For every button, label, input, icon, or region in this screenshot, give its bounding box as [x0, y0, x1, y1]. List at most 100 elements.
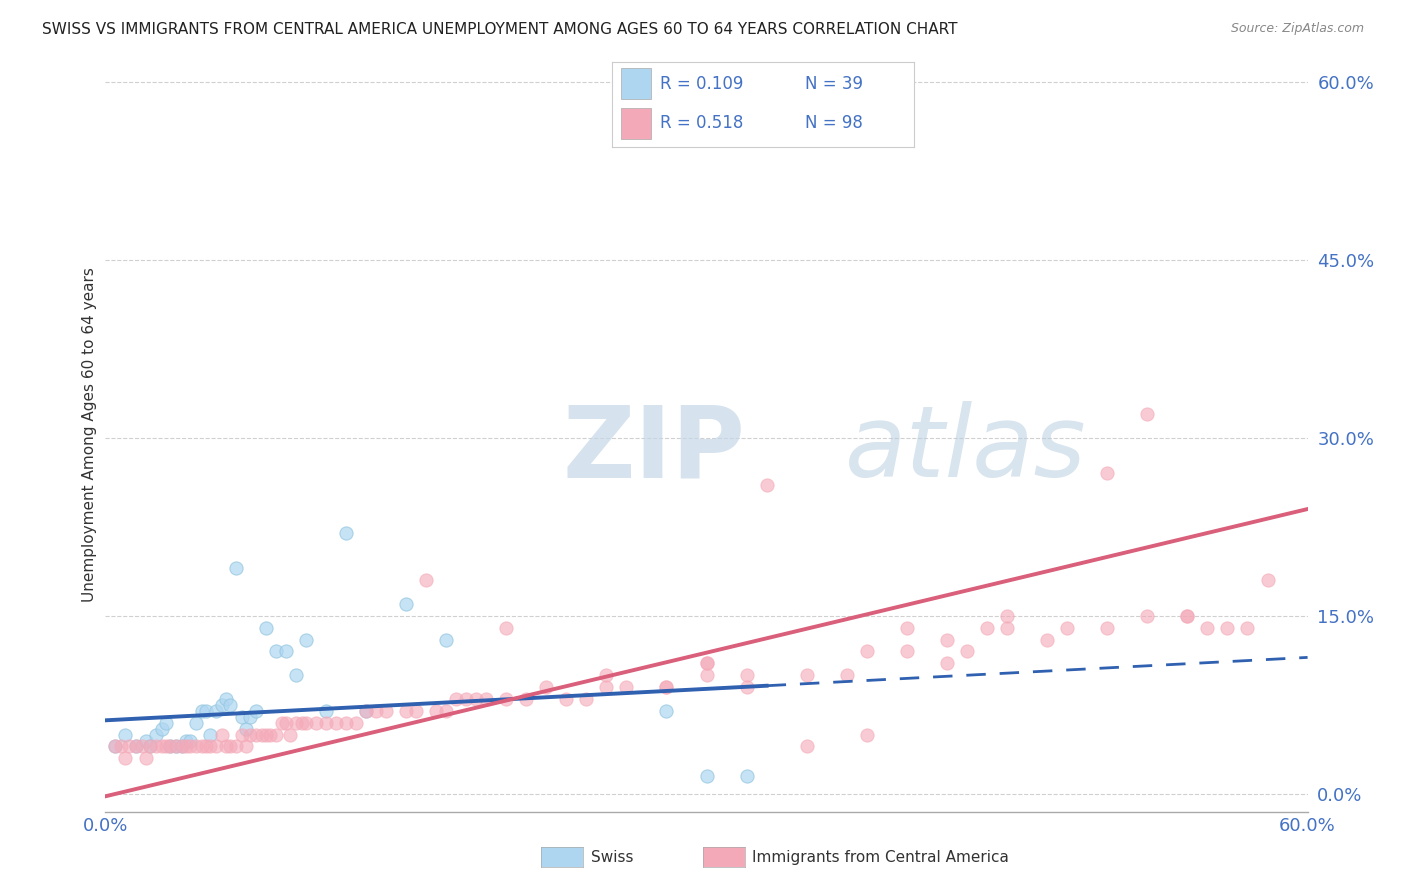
Point — [159, 739, 181, 754]
Point — [325, 715, 347, 730]
Point — [1236, 621, 1258, 635]
Point — [855, 644, 877, 658]
Point — [218, 698, 240, 712]
Point — [534, 680, 557, 694]
Point — [755, 478, 778, 492]
Point — [155, 715, 177, 730]
Point — [194, 739, 217, 754]
Point — [595, 668, 617, 682]
Point — [198, 739, 221, 754]
Point — [264, 728, 287, 742]
Point — [239, 710, 262, 724]
Point — [344, 715, 367, 730]
Point — [395, 704, 418, 718]
Point — [475, 692, 498, 706]
Point — [354, 704, 377, 718]
Point — [218, 739, 240, 754]
Point — [354, 704, 377, 718]
Point — [295, 632, 318, 647]
Point — [264, 644, 287, 658]
Point — [495, 621, 517, 635]
Point — [254, 621, 277, 635]
Point — [1036, 632, 1059, 647]
Point — [135, 751, 157, 765]
Point — [184, 739, 207, 754]
Point — [165, 739, 187, 754]
Point — [135, 733, 157, 747]
Point — [118, 739, 141, 754]
Point — [796, 668, 818, 682]
Point — [1056, 621, 1078, 635]
Text: SWISS VS IMMIGRANTS FROM CENTRAL AMERICA UNEMPLOYMENT AMONG AGES 60 TO 64 YEARS : SWISS VS IMMIGRANTS FROM CENTRAL AMERICA… — [42, 22, 957, 37]
Point — [616, 680, 638, 694]
Point — [1197, 621, 1219, 635]
Point — [415, 574, 437, 588]
Point — [335, 525, 357, 540]
Point — [214, 739, 236, 754]
Point — [595, 680, 617, 694]
Point — [225, 561, 247, 575]
Point — [179, 739, 201, 754]
Point — [495, 692, 517, 706]
Text: R = 0.518: R = 0.518 — [659, 114, 744, 132]
Point — [270, 715, 292, 730]
Point — [1177, 608, 1199, 623]
Point — [170, 739, 193, 754]
Point — [465, 692, 488, 706]
Point — [855, 728, 877, 742]
Text: R = 0.109: R = 0.109 — [659, 75, 744, 93]
Point — [696, 657, 718, 671]
Point — [284, 715, 307, 730]
Point — [735, 769, 758, 783]
Text: Immigrants from Central America: Immigrants from Central America — [752, 850, 1010, 864]
Point — [114, 728, 136, 742]
Point — [165, 739, 187, 754]
Point — [174, 733, 197, 747]
Point — [896, 644, 918, 658]
Point — [104, 739, 127, 754]
Point — [1177, 608, 1199, 623]
Point — [995, 608, 1018, 623]
Point — [235, 722, 257, 736]
Point — [124, 739, 146, 754]
Point — [315, 704, 337, 718]
Point — [434, 704, 457, 718]
Point — [434, 632, 457, 647]
Point — [184, 715, 207, 730]
Text: N = 39: N = 39 — [806, 75, 863, 93]
Point — [138, 739, 160, 754]
Point — [995, 621, 1018, 635]
Point — [131, 739, 153, 754]
Point — [1097, 621, 1119, 635]
Point — [1257, 574, 1279, 588]
Point — [295, 715, 318, 730]
Point — [555, 692, 578, 706]
Text: Source: ZipAtlas.com: Source: ZipAtlas.com — [1230, 22, 1364, 36]
Point — [655, 680, 678, 694]
Point — [214, 692, 236, 706]
Point — [274, 715, 297, 730]
Point — [198, 728, 221, 742]
Point — [696, 668, 718, 682]
Point — [110, 739, 132, 754]
Point — [150, 739, 173, 754]
Point — [796, 739, 818, 754]
Point — [1216, 621, 1239, 635]
Point — [976, 621, 998, 635]
Point — [395, 597, 418, 611]
Point — [190, 704, 212, 718]
Point — [515, 692, 537, 706]
Point — [170, 739, 193, 754]
Point — [114, 751, 136, 765]
Point — [305, 715, 328, 730]
Text: N = 98: N = 98 — [806, 114, 863, 132]
Text: ZIP: ZIP — [562, 401, 745, 499]
Point — [405, 704, 427, 718]
Point — [291, 715, 314, 730]
Point — [315, 715, 337, 730]
Point — [124, 739, 146, 754]
Point — [225, 739, 247, 754]
Point — [104, 739, 127, 754]
Point — [655, 704, 678, 718]
Point — [250, 728, 273, 742]
